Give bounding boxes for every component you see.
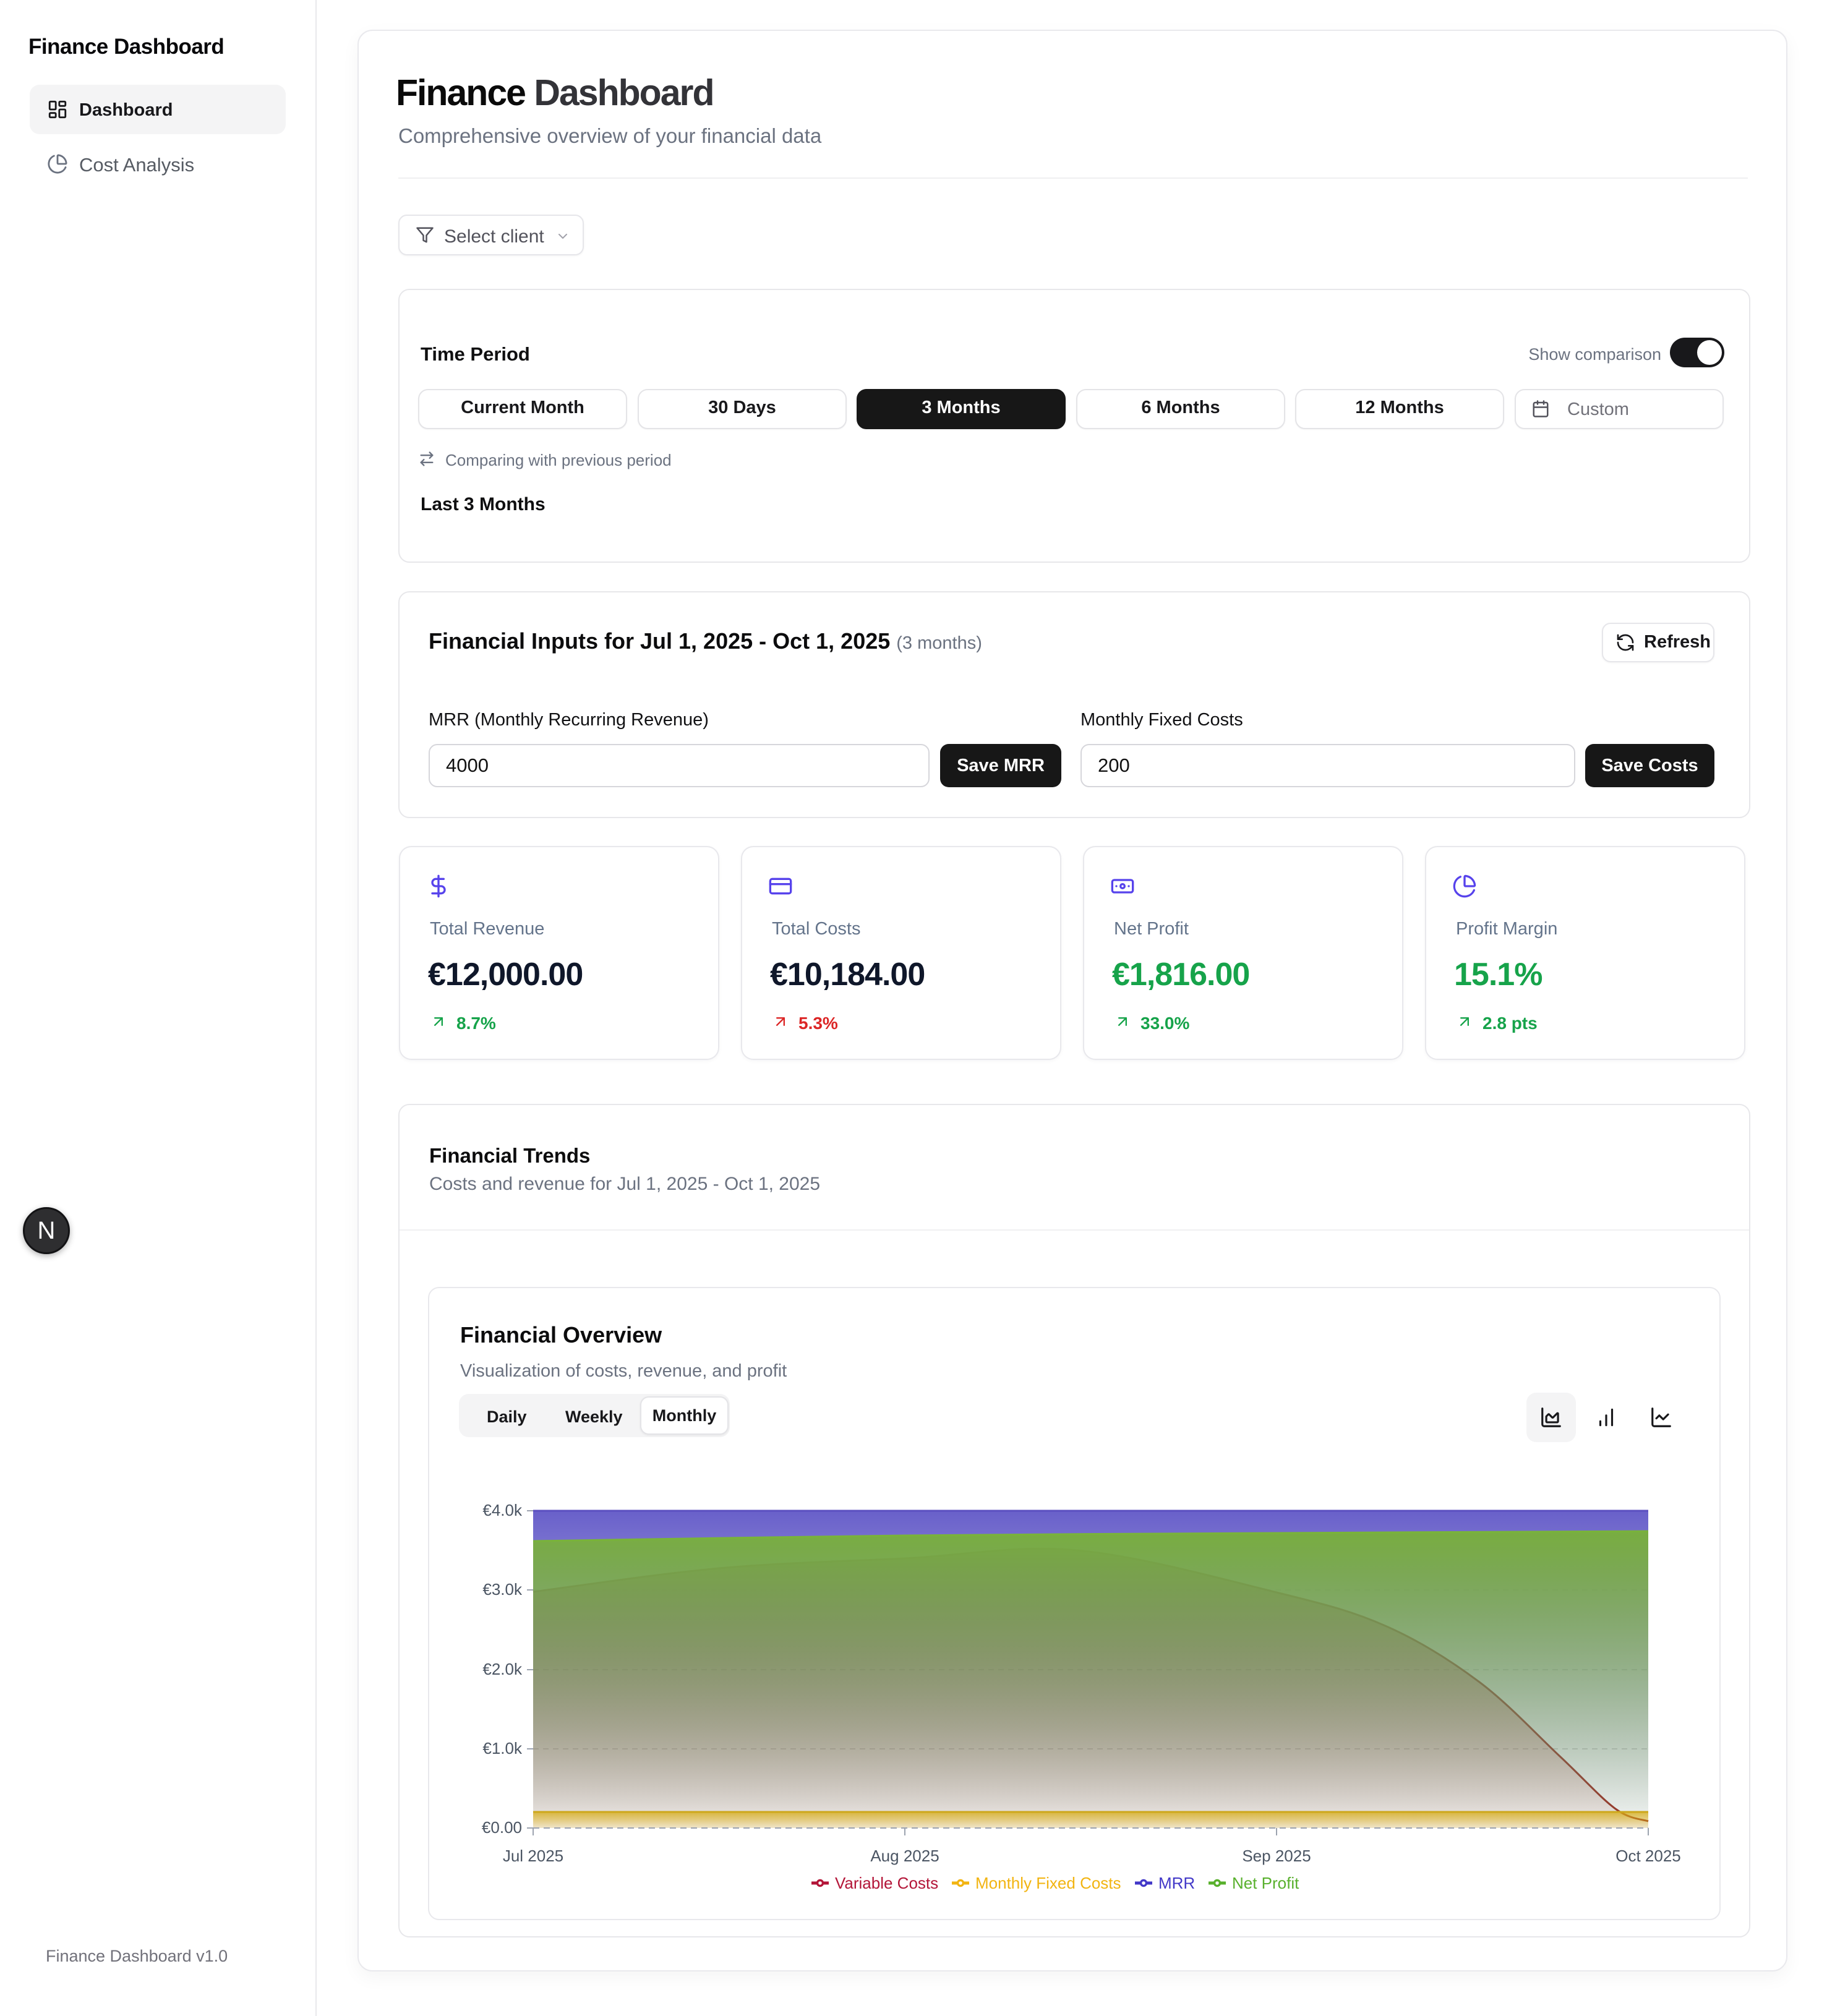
svg-text:Net Profit: Net Profit <box>1232 1874 1299 1892</box>
svg-text:Jul 2025: Jul 2025 <box>503 1847 563 1865</box>
svg-text:Aug 2025: Aug 2025 <box>870 1847 939 1865</box>
svg-text:€3.0k: €3.0k <box>482 1580 523 1599</box>
svg-text:MRR: MRR <box>1158 1874 1195 1892</box>
svg-text:Sep 2025: Sep 2025 <box>1242 1847 1311 1865</box>
svg-text:€4.0k: €4.0k <box>482 1501 523 1519</box>
svg-text:€2.0k: €2.0k <box>482 1660 523 1678</box>
svg-text:Monthly Fixed Costs: Monthly Fixed Costs <box>975 1874 1121 1892</box>
svg-text:Oct 2025: Oct 2025 <box>1615 1847 1681 1865</box>
svg-text:€1.0k: €1.0k <box>482 1739 523 1758</box>
svg-text:Variable Costs: Variable Costs <box>835 1874 938 1892</box>
svg-text:€0.00: €0.00 <box>482 1818 522 1837</box>
